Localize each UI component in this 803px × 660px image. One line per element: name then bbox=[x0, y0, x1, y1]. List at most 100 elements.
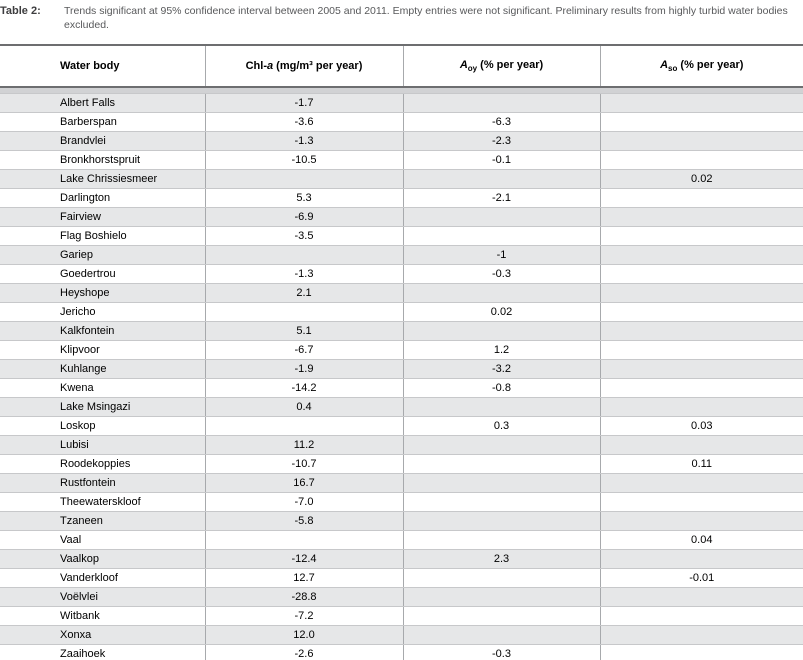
aoy-value-cell: -0.1 bbox=[402, 150, 600, 170]
table-header: Water body Chl-a (mg/m³ per year) Aoy (%… bbox=[0, 45, 803, 88]
chl-value-cell: -7.0 bbox=[204, 492, 403, 512]
aso-value-cell bbox=[599, 226, 803, 246]
table-row: Zaaihoek -2.6 -0.3 bbox=[0, 644, 803, 660]
col-header-chl: Chl-a (mg/m³ per year) bbox=[204, 45, 403, 88]
aso-value-cell: 0.11 bbox=[599, 454, 803, 474]
aso-value-cell bbox=[599, 397, 803, 417]
aoy-value-cell: -0.8 bbox=[402, 378, 600, 398]
table-row: Tzaneen -5.8 bbox=[0, 511, 803, 531]
water-body-cell: Kuhlange bbox=[0, 359, 205, 379]
aso-value-cell bbox=[599, 606, 803, 626]
water-body-cell: Tzaneen bbox=[0, 511, 205, 531]
chl-value-cell bbox=[204, 416, 403, 436]
aoy-value-cell bbox=[402, 568, 600, 588]
table-row: Bronkhorstspruit -10.5 -0.1 bbox=[0, 150, 803, 170]
aso-value-cell bbox=[599, 283, 803, 303]
table-row: Vaalkop -12.4 2.3 bbox=[0, 549, 803, 569]
water-body-cell: Kalkfontein bbox=[0, 321, 205, 341]
table-caption-text: Trends significant at 95% confidence int… bbox=[64, 5, 788, 32]
aso-value-cell bbox=[599, 264, 803, 284]
table-row: Kwena -14.2 -0.8 bbox=[0, 378, 803, 398]
table-row: Lake Msingazi 0.4 bbox=[0, 397, 803, 417]
water-body-cell: Lake Chrissiesmeer bbox=[0, 169, 205, 189]
aso-value-cell bbox=[599, 644, 803, 660]
table-row: Kuhlange -1.9 -3.2 bbox=[0, 359, 803, 379]
header-separator-cell bbox=[0, 87, 803, 94]
aoy-value-cell bbox=[402, 226, 600, 246]
aso-value-cell bbox=[599, 473, 803, 493]
aoy-value-cell: -1 bbox=[402, 245, 600, 265]
aso-value-cell: 0.03 bbox=[599, 416, 803, 436]
water-body-cell: Theewaterskloof bbox=[0, 492, 205, 512]
aoy-value-cell bbox=[402, 283, 600, 303]
aso-value-cell bbox=[599, 150, 803, 170]
table-row: Rustfontein 16.7 bbox=[0, 473, 803, 493]
chl-value-cell: 5.3 bbox=[204, 188, 403, 208]
aoy-value-cell bbox=[402, 587, 600, 607]
table-row: Kalkfontein 5.1 bbox=[0, 321, 803, 341]
aso-value-cell bbox=[599, 587, 803, 607]
water-body-cell: Lubisi bbox=[0, 435, 205, 455]
col-header-chl-prefix: Chl- bbox=[245, 60, 267, 72]
aso-value-cell bbox=[599, 93, 803, 113]
table-row: Brandvlei -1.3 -2.3 bbox=[0, 131, 803, 151]
water-body-cell: Albert Falls bbox=[0, 93, 205, 113]
chl-value-cell: -10.7 bbox=[204, 454, 403, 474]
chl-value-cell: -10.5 bbox=[204, 150, 403, 170]
water-body-cell: Brandvlei bbox=[0, 131, 205, 151]
table-row: Albert Falls -1.7 bbox=[0, 93, 803, 113]
aoy-value-cell: -2.1 bbox=[402, 188, 600, 208]
aso-value-cell bbox=[599, 511, 803, 531]
col-header-water-body: Water body bbox=[0, 45, 205, 88]
chl-value-cell: 2.1 bbox=[204, 283, 403, 303]
table-row: Goedertrou -1.3 -0.3 bbox=[0, 264, 803, 284]
table-row: Heyshope 2.1 bbox=[0, 283, 803, 303]
chl-value-cell: -3.6 bbox=[204, 112, 403, 132]
water-body-cell: Goedertrou bbox=[0, 264, 205, 284]
chl-value-cell: 11.2 bbox=[204, 435, 403, 455]
water-body-cell: Bronkhorstspruit bbox=[0, 150, 205, 170]
table-body: Albert Falls -1.7 Barberspan -3.6 -6.3 B… bbox=[0, 87, 803, 660]
table-row: Barberspan -3.6 -6.3 bbox=[0, 112, 803, 132]
header-row: Water body Chl-a (mg/m³ per year) Aoy (%… bbox=[0, 45, 803, 88]
aso-value-cell bbox=[599, 207, 803, 227]
aoy-value-cell bbox=[402, 492, 600, 512]
table-row: Lubisi 11.2 bbox=[0, 435, 803, 455]
aso-value-cell bbox=[599, 112, 803, 132]
table-row: Vanderkloof 12.7 -0.01 bbox=[0, 568, 803, 588]
col-header-aoy-subscript: oy bbox=[467, 64, 478, 74]
water-body-cell: Xonxa bbox=[0, 625, 205, 645]
col-header-chl-italic: a bbox=[267, 60, 274, 72]
aoy-value-cell bbox=[402, 435, 600, 455]
aoy-value-cell bbox=[402, 473, 600, 493]
chl-value-cell bbox=[204, 169, 403, 189]
aoy-value-cell bbox=[402, 169, 600, 189]
chl-value-cell: -3.5 bbox=[204, 226, 403, 246]
water-body-cell: Rustfontein bbox=[0, 473, 205, 493]
col-header-chl-units: (mg/m³ per year) bbox=[273, 60, 363, 72]
table-row: Vaal 0.04 bbox=[0, 530, 803, 550]
aso-value-cell: -0.01 bbox=[599, 568, 803, 588]
table-row: Roodekoppies -10.7 0.11 bbox=[0, 454, 803, 474]
table-row: Witbank -7.2 bbox=[0, 606, 803, 626]
aoy-value-cell: -0.3 bbox=[402, 264, 600, 284]
table-caption-block: Table 2: Trends significant at 95% confi… bbox=[0, 0, 803, 44]
table-row: Loskop 0.3 0.03 bbox=[0, 416, 803, 436]
aoy-value-cell bbox=[402, 530, 600, 550]
chl-value-cell: 12.0 bbox=[204, 625, 403, 645]
chl-value-cell: 0.4 bbox=[204, 397, 403, 417]
aso-value-cell bbox=[599, 549, 803, 569]
water-body-cell: Fairview bbox=[0, 207, 205, 227]
table-row: Jericho 0.02 bbox=[0, 302, 803, 322]
water-body-cell: Barberspan bbox=[0, 112, 205, 132]
aoy-value-cell: -2.3 bbox=[402, 131, 600, 151]
aso-value-cell bbox=[599, 302, 803, 322]
aso-value-cell bbox=[599, 188, 803, 208]
water-body-cell: Darlington bbox=[0, 188, 205, 208]
aso-value-cell: 0.02 bbox=[599, 169, 803, 189]
col-header-aso-subscript: so bbox=[668, 64, 678, 74]
water-body-cell: Roodekoppies bbox=[0, 454, 205, 474]
water-body-cell: Voëlvlei bbox=[0, 587, 205, 607]
aso-value-cell bbox=[599, 359, 803, 379]
